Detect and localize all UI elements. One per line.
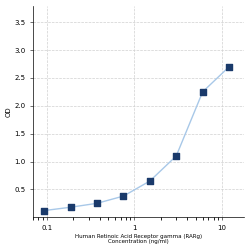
Point [148,179,152,183]
Point [122,194,126,198]
Y-axis label: OD: OD [6,106,12,117]
Point [227,65,231,69]
Point [95,201,99,205]
Point [201,90,205,94]
Point [69,205,73,209]
Point [174,154,178,158]
X-axis label: Human Retinoic Acid Receptor gamma (RARg)
Concentration (ng/ml): Human Retinoic Acid Receptor gamma (RARg… [75,234,203,244]
Point [42,208,46,212]
